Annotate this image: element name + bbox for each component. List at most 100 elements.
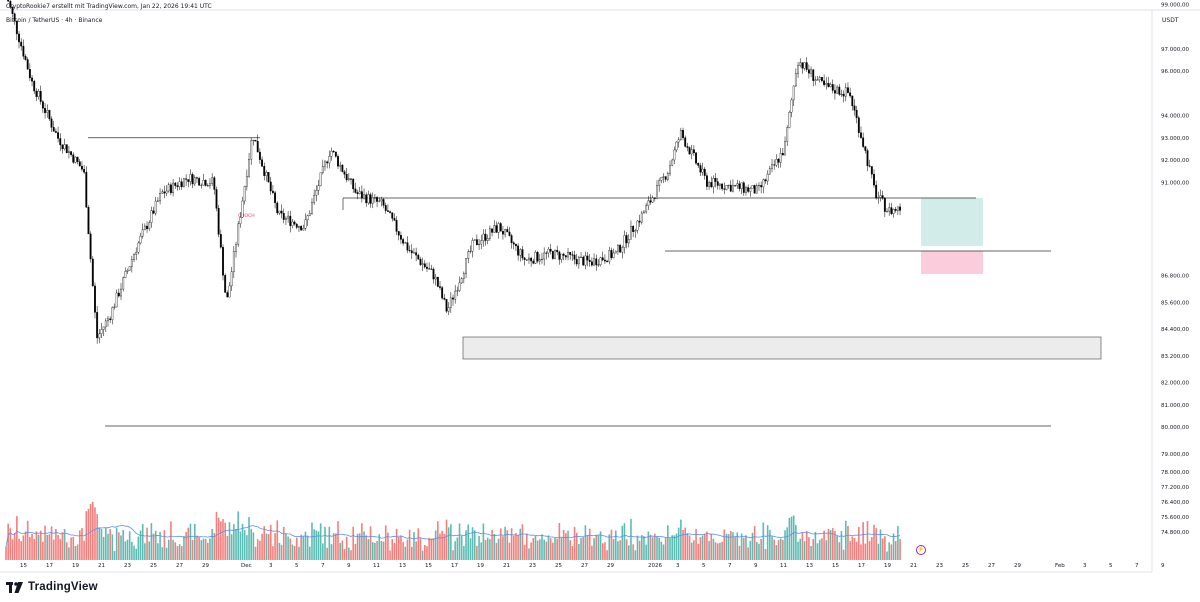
volume-bar bbox=[120, 535, 122, 560]
candle-body bbox=[610, 250, 613, 258]
candle-body bbox=[371, 197, 374, 204]
candle-body bbox=[582, 256, 585, 266]
price-axis-label: 99.000,00 bbox=[1161, 2, 1189, 8]
candle-body bbox=[419, 258, 422, 265]
volume-bar bbox=[337, 521, 339, 560]
price-axis-label: 77.200,00 bbox=[1161, 485, 1189, 491]
candle-body bbox=[682, 130, 684, 138]
volume-bar bbox=[144, 543, 146, 560]
volume-bar bbox=[395, 528, 398, 560]
volume-bar bbox=[57, 535, 59, 560]
volume-bar bbox=[78, 530, 81, 560]
volume-bar bbox=[382, 541, 385, 560]
candle-body bbox=[54, 131, 57, 133]
volume-bar bbox=[37, 534, 40, 560]
volume-bar bbox=[601, 543, 604, 560]
candle-body bbox=[439, 286, 441, 288]
chart-attribution: CryptoRookie7 erstellt mit TradingView.c… bbox=[6, 3, 212, 10]
candle-body bbox=[306, 215, 309, 221]
volume-bar bbox=[632, 544, 634, 560]
price-axis-label: 74.800,00 bbox=[1161, 530, 1189, 536]
volume-bar bbox=[415, 541, 417, 560]
candle-body bbox=[63, 144, 66, 150]
volume-bar bbox=[536, 540, 539, 560]
candle-body bbox=[517, 245, 520, 256]
candle-body bbox=[239, 217, 242, 225]
candle-body bbox=[701, 168, 704, 173]
candle-body bbox=[606, 260, 609, 263]
candle-body bbox=[515, 244, 517, 247]
volume-bar bbox=[608, 534, 611, 560]
volume-bar bbox=[309, 546, 311, 560]
volume-bar bbox=[541, 534, 543, 560]
candle-body bbox=[156, 200, 159, 202]
time-axis-label: 11 bbox=[780, 563, 787, 569]
candle-body bbox=[9, 1, 12, 8]
candle-body bbox=[178, 181, 181, 187]
candle-body bbox=[74, 156, 77, 163]
volume-bar bbox=[330, 544, 333, 560]
line-level-tag: 89.460,00 bbox=[1159, 255, 1187, 261]
candle-body bbox=[534, 251, 537, 264]
candle-body bbox=[347, 178, 350, 181]
volume-bar bbox=[98, 527, 101, 560]
volume-bar bbox=[361, 523, 363, 560]
time-axis-label: 23 bbox=[936, 563, 943, 569]
volume-bar bbox=[743, 537, 745, 560]
candle-body bbox=[50, 118, 53, 128]
symbol-legend[interactable]: Bitcoin / TetherUS · 4h · Binance bbox=[6, 17, 103, 24]
candle-body bbox=[831, 84, 834, 91]
volume-bar bbox=[829, 530, 832, 560]
candle-body bbox=[623, 235, 626, 248]
candle-body bbox=[525, 259, 528, 261]
candle-body bbox=[378, 200, 381, 202]
volume-bar bbox=[376, 540, 378, 560]
candle-body bbox=[792, 85, 795, 101]
candle-body bbox=[367, 194, 370, 204]
tradingview-logo[interactable]: TradingView bbox=[6, 581, 98, 593]
volume-bar bbox=[246, 535, 248, 560]
candle-body bbox=[575, 259, 578, 265]
volume-bar bbox=[473, 530, 476, 560]
volume-bar bbox=[300, 534, 302, 560]
volume-bar bbox=[59, 538, 62, 560]
volume-bar bbox=[621, 525, 624, 560]
candle-body bbox=[89, 233, 92, 260]
volume-bar bbox=[356, 533, 359, 560]
volume-bar bbox=[706, 531, 708, 560]
candle-body bbox=[714, 178, 717, 182]
candle-body bbox=[688, 147, 691, 155]
volume-bar bbox=[256, 539, 259, 560]
target-zone bbox=[921, 198, 983, 246]
candle-body bbox=[857, 117, 860, 133]
volume-bar bbox=[860, 544, 862, 560]
volume-bar bbox=[526, 533, 528, 560]
volume-bar bbox=[315, 530, 318, 560]
candle-body bbox=[278, 210, 281, 214]
volume-bar bbox=[753, 526, 756, 560]
volume-bar bbox=[871, 537, 873, 560]
time-axis-label: 15 bbox=[20, 563, 27, 569]
candle-body bbox=[430, 268, 433, 270]
candle-body bbox=[829, 84, 832, 87]
volume-bar bbox=[452, 550, 454, 560]
time-axis-label: 9 bbox=[347, 563, 351, 569]
candle-body bbox=[779, 153, 782, 163]
volume-bar bbox=[858, 526, 860, 560]
replay-lightning-icon[interactable]: ⚡ bbox=[916, 545, 926, 555]
currency-label[interactable]: USDT bbox=[1162, 17, 1179, 24]
volume-bar bbox=[619, 540, 621, 560]
volume-bar bbox=[710, 533, 713, 560]
candle-body bbox=[24, 56, 27, 60]
time-axis-label: 7 bbox=[1135, 563, 1139, 569]
candle-body bbox=[851, 95, 854, 107]
volume-bar bbox=[734, 536, 736, 560]
candle-body bbox=[452, 297, 454, 300]
candle-body bbox=[794, 73, 797, 87]
volume-bar bbox=[389, 550, 391, 560]
volume-bar bbox=[332, 533, 335, 560]
volume-bar bbox=[358, 533, 361, 560]
volume-bar bbox=[888, 542, 890, 560]
volume-bar bbox=[784, 530, 786, 560]
